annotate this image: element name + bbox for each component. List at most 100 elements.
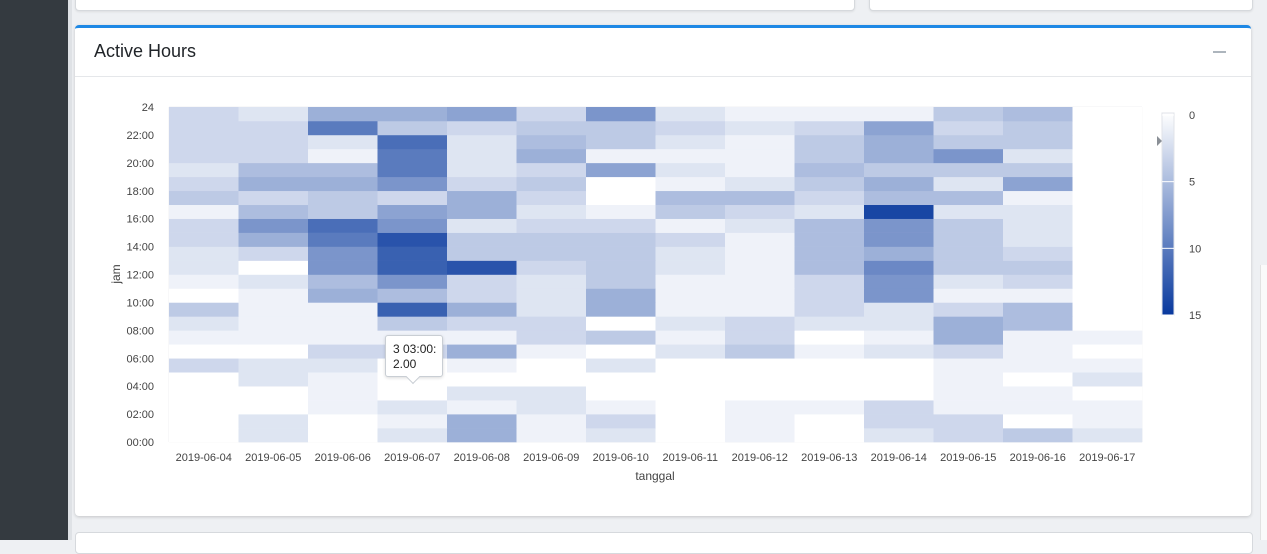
heatmap-cell[interactable] (1072, 330, 1143, 345)
heatmap-cell[interactable] (794, 107, 865, 122)
heatmap-cell[interactable] (377, 148, 448, 164)
heatmap-cell[interactable] (377, 162, 448, 178)
heatmap-cell[interactable] (1072, 176, 1143, 192)
heatmap-cell[interactable] (794, 232, 865, 247)
heatmap-cell[interactable] (377, 288, 448, 303)
heatmap-cell[interactable] (655, 148, 726, 164)
heatmap-cell[interactable] (238, 400, 309, 415)
heatmap-cell[interactable] (864, 316, 934, 331)
heatmap-cell[interactable] (655, 162, 726, 178)
heatmap-cell[interactable] (238, 274, 309, 289)
heatmap-cell[interactable] (794, 218, 865, 233)
heatmap-cell[interactable] (516, 204, 587, 219)
heatmap-cell[interactable] (864, 134, 934, 150)
heatmap-cell[interactable] (447, 246, 517, 261)
heatmap-cell[interactable] (169, 107, 239, 122)
heatmap-cell[interactable] (586, 302, 656, 317)
heatmap-cell[interactable] (1072, 107, 1143, 122)
heatmap-cell[interactable] (1003, 428, 1073, 443)
heatmap-cell[interactable] (1072, 246, 1143, 261)
heatmap-cell[interactable] (1003, 134, 1073, 150)
heatmap-cell[interactable] (586, 218, 656, 233)
heatmap-cell[interactable] (586, 176, 656, 192)
heatmap-cell[interactable] (794, 428, 865, 443)
heatmap-cell[interactable] (447, 260, 517, 275)
heatmap-cell[interactable] (586, 274, 656, 289)
heatmap-cell[interactable] (655, 260, 726, 275)
heatmap-cell[interactable] (794, 162, 865, 178)
heatmap-cell[interactable] (586, 134, 656, 150)
heatmap-cell[interactable] (1072, 316, 1143, 331)
heatmap-cell[interactable] (308, 148, 378, 164)
heatmap-cell[interactable] (933, 120, 1004, 136)
heatmap-cell[interactable] (238, 218, 309, 233)
heatmap-cell[interactable] (238, 288, 309, 303)
heatmap-cell[interactable] (308, 428, 378, 443)
heatmap-cell[interactable] (1072, 162, 1143, 178)
heatmap-cell[interactable] (655, 246, 726, 261)
heatmap-cell[interactable] (1072, 232, 1143, 247)
heatmap-cell[interactable] (169, 428, 239, 443)
heatmap-cell[interactable] (169, 246, 239, 261)
heatmap-cell[interactable] (794, 288, 865, 303)
heatmap-cell[interactable] (725, 148, 795, 164)
heatmap-cell[interactable] (586, 204, 656, 219)
heatmap-cell[interactable] (1072, 260, 1143, 275)
heatmap-cell[interactable] (1003, 316, 1073, 331)
heatmap-cell[interactable] (447, 316, 517, 331)
heatmap-cell[interactable] (864, 386, 934, 401)
heatmap-cell[interactable] (864, 232, 934, 247)
heatmap-cell[interactable] (586, 107, 656, 122)
heatmap-cell[interactable] (725, 302, 795, 317)
heatmap-cell[interactable] (933, 246, 1004, 261)
heatmap-cell[interactable] (169, 400, 239, 415)
heatmap-cell[interactable] (447, 400, 517, 415)
heatmap-cell[interactable] (586, 428, 656, 443)
heatmap-cell[interactable] (586, 232, 656, 247)
heatmap-cell[interactable] (516, 316, 587, 331)
heatmap-cell[interactable] (169, 344, 239, 359)
heatmap-cell[interactable] (238, 358, 309, 373)
heatmap-cell[interactable] (655, 358, 726, 373)
heatmap-cell[interactable] (1003, 204, 1073, 219)
heatmap-cell[interactable] (655, 400, 726, 415)
heatmap-cell[interactable] (447, 414, 517, 429)
heatmap-cell[interactable] (377, 316, 448, 331)
heatmap-cell[interactable] (794, 134, 865, 150)
heatmap-cell[interactable] (725, 372, 795, 387)
heatmap-cell[interactable] (516, 344, 587, 359)
heatmap-cell[interactable] (516, 162, 587, 178)
heatmap-cell[interactable] (169, 274, 239, 289)
heatmap-cell[interactable] (586, 316, 656, 331)
heatmap-cell[interactable] (1072, 218, 1143, 233)
heatmap-cell[interactable] (447, 386, 517, 401)
heatmap-cell[interactable] (447, 330, 517, 345)
heatmap-cell[interactable] (725, 134, 795, 150)
heatmap-cell[interactable] (586, 414, 656, 429)
heatmap-cell[interactable] (725, 204, 795, 219)
heatmap-cell[interactable] (655, 428, 726, 443)
heatmap-cell[interactable] (655, 176, 726, 192)
heatmap-cell[interactable] (377, 190, 448, 206)
heatmap-cell[interactable] (377, 176, 448, 192)
heatmap-cell[interactable] (516, 400, 587, 415)
heatmap-cell[interactable] (1003, 386, 1073, 401)
heatmap-cell[interactable] (725, 218, 795, 233)
heatmap-cell[interactable] (655, 288, 726, 303)
heatmap-cell[interactable] (794, 120, 865, 136)
heatmap-cell[interactable] (169, 386, 239, 401)
heatmap-cell[interactable] (238, 148, 309, 164)
heatmap-cell[interactable] (794, 148, 865, 164)
heatmap-cell[interactable] (794, 344, 865, 359)
heatmap-cell[interactable] (238, 414, 309, 429)
heatmap-cell[interactable] (586, 288, 656, 303)
heatmap-cell[interactable] (447, 107, 517, 122)
heatmap-cell[interactable] (864, 288, 934, 303)
heatmap-cell[interactable] (933, 134, 1004, 150)
heatmap-cell[interactable] (933, 344, 1004, 359)
heatmap-cell[interactable] (864, 190, 934, 206)
heatmap-cell[interactable] (794, 414, 865, 429)
heatmap-cell[interactable] (1072, 204, 1143, 219)
heatmap-cell[interactable] (447, 218, 517, 233)
heatmap-cell[interactable] (169, 134, 239, 150)
